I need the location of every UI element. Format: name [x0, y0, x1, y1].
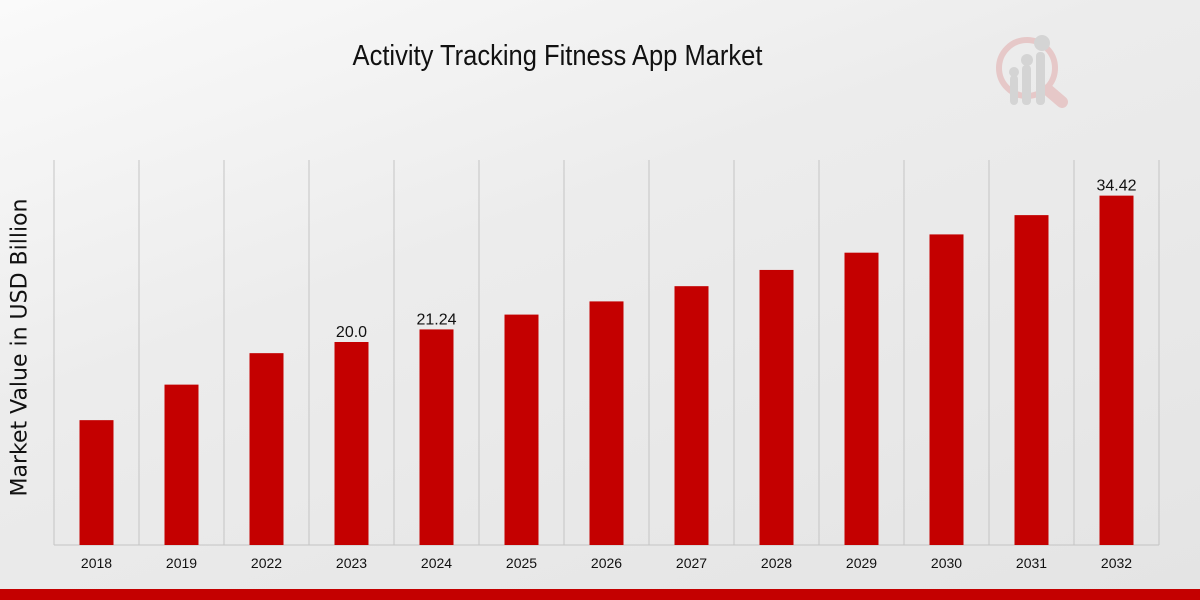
x-tick-label: 2031	[1016, 555, 1047, 571]
data-label: 20.0	[336, 324, 367, 341]
logo-icon	[996, 35, 1068, 108]
bar-2026	[589, 301, 624, 545]
bar-2025	[504, 314, 539, 545]
x-tick-label: 2018	[81, 555, 112, 571]
bar-2032	[1099, 195, 1134, 545]
bar-2019	[164, 384, 199, 545]
bar-2024	[419, 329, 454, 545]
chart-title: Activity Tracking Fitness App Market	[352, 40, 763, 72]
bar-2023	[334, 342, 369, 545]
bar-2030	[929, 234, 964, 545]
data-label: 21.24	[416, 311, 456, 328]
x-tick-label: 2028	[761, 555, 792, 571]
x-tick-label: 2027	[676, 555, 707, 571]
x-tick-label: 2019	[166, 555, 197, 571]
x-tick-label: 2026	[591, 555, 622, 571]
bar-2029	[844, 252, 879, 545]
x-tick-label: 2022	[251, 555, 282, 571]
x-tick-label: 2029	[846, 555, 877, 571]
bar-2028	[759, 269, 794, 545]
bar-2027	[674, 286, 709, 545]
x-tick-label: 2024	[421, 555, 452, 571]
x-tick-label: 2023	[336, 555, 367, 571]
data-label: 34.42	[1096, 178, 1136, 195]
bar-2031	[1014, 215, 1049, 545]
x-tick-label: 2032	[1101, 555, 1132, 571]
x-tick-label: 2030	[931, 555, 962, 571]
bar-2018	[79, 420, 114, 545]
footer-bar	[0, 589, 1200, 600]
x-tick-label: 2025	[506, 555, 537, 571]
bar-2022	[249, 353, 284, 545]
